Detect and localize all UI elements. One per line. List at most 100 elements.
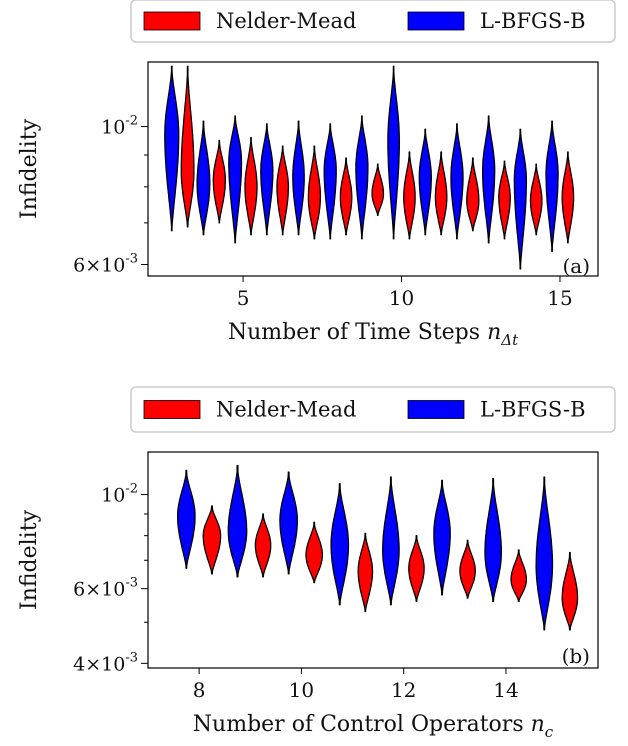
legend-label: Nelder-Mead xyxy=(216,398,356,422)
violin xyxy=(561,551,579,631)
violin xyxy=(244,136,258,236)
panel-label: (b) xyxy=(562,644,590,668)
violin xyxy=(545,120,559,252)
x-axis-label: Number of Time Steps nΔt xyxy=(228,320,519,349)
x-tick-label: 15 xyxy=(547,286,572,310)
violin xyxy=(403,151,416,240)
y-tick-label: 6×10-3 xyxy=(73,252,138,277)
violin xyxy=(307,145,322,240)
violin xyxy=(339,157,353,236)
violin xyxy=(228,115,243,244)
violin xyxy=(484,478,502,603)
violin xyxy=(276,145,290,236)
violin xyxy=(180,65,195,228)
violin xyxy=(305,521,324,584)
series-nelder-mead xyxy=(180,65,575,244)
x-axis-label-symbol: n xyxy=(487,320,501,345)
x-axis-label-symbol: n xyxy=(531,712,545,737)
x-tick-label: 10 xyxy=(289,678,314,702)
legend-swatch xyxy=(143,11,201,31)
violin xyxy=(260,123,274,236)
violin xyxy=(450,123,464,240)
x-tick-label: 8 xyxy=(193,678,206,702)
series-nelder-mead xyxy=(202,505,579,631)
y-tick-label: 10-2 xyxy=(101,482,138,507)
y-tick-exponent: -3 xyxy=(125,576,138,591)
y-tick-times: ×10 xyxy=(85,579,125,601)
x-axis-label-subscript: Δt xyxy=(500,331,519,349)
violin xyxy=(482,115,496,244)
violin xyxy=(529,163,543,236)
violin xyxy=(357,532,374,613)
y-tick-mantissa: 6 xyxy=(73,579,85,601)
violin xyxy=(279,471,298,575)
violin xyxy=(164,65,180,232)
y-tick-times: ×10 xyxy=(85,653,125,675)
violin xyxy=(459,539,476,599)
violin xyxy=(227,464,248,578)
violin xyxy=(408,535,425,603)
panel-label: (a) xyxy=(562,254,590,278)
x-axis-label-space xyxy=(524,712,531,737)
y-tick-label: 6×10-3 xyxy=(73,576,138,601)
y-axis-label: Infidelity xyxy=(17,509,42,610)
plot-frame xyxy=(147,61,599,277)
violin xyxy=(177,469,196,569)
y-tick-label: 10-2 xyxy=(101,114,138,139)
y-tick-mantissa: 4 xyxy=(73,653,85,675)
violin xyxy=(355,115,369,240)
x-tick-label: 10 xyxy=(389,286,414,310)
violin xyxy=(498,160,511,240)
violin xyxy=(202,505,222,575)
violin xyxy=(254,513,272,578)
legend-label: L-BFGS-B xyxy=(480,398,586,422)
violin xyxy=(561,151,575,244)
x-axis-label-subscript: c xyxy=(545,723,554,741)
violin xyxy=(535,476,554,631)
y-tick-exponent: -3 xyxy=(125,252,138,267)
violin xyxy=(510,549,528,603)
legend-label: Nelder-Mead xyxy=(216,9,356,33)
y-tick-exponent: -2 xyxy=(125,114,138,129)
legend-swatch xyxy=(407,400,465,419)
legend-frame xyxy=(130,0,616,43)
violin xyxy=(382,476,400,606)
panel-b: 8 10 12 144×10-36×10-310-2InfidelityNumber … xyxy=(17,386,616,741)
violin xyxy=(212,139,226,224)
x-axis-label-space xyxy=(480,320,487,345)
series-l-bfgs-b xyxy=(177,464,554,631)
y-tick-times: ×10 xyxy=(85,255,125,277)
legend-swatch xyxy=(143,400,201,419)
x-tick-label: 5 xyxy=(237,286,250,310)
legend: Nelder-Mead L-BFGS-B xyxy=(130,386,616,433)
x-tick-label: 12 xyxy=(391,678,416,702)
y-tick-mantissa: 10 xyxy=(101,485,125,507)
violin xyxy=(371,163,385,216)
y-tick-exponent: -3 xyxy=(125,650,138,665)
legend-swatch xyxy=(407,11,465,31)
violin xyxy=(196,120,211,236)
x-axis-label: Number of Control Operators nc xyxy=(193,712,554,741)
violin xyxy=(418,128,432,236)
y-tick-exponent: -2 xyxy=(125,482,138,497)
y-tick-mantissa: 10 xyxy=(101,117,125,139)
legend-frame xyxy=(130,386,616,433)
y-axis-label: Infidelity xyxy=(17,118,42,219)
violin xyxy=(292,120,305,236)
x-tick-label: 14 xyxy=(493,678,518,702)
violin xyxy=(323,123,337,240)
x-axis-label-text: Number of Time Steps xyxy=(228,320,480,345)
violin xyxy=(387,65,400,240)
violin xyxy=(466,157,480,232)
violin xyxy=(434,151,448,236)
y-tick-mantissa: 6 xyxy=(73,255,85,277)
legend-label: L-BFGS-B xyxy=(480,9,586,33)
x-axis-label-text: Number of Control Operators xyxy=(193,712,524,737)
violin xyxy=(513,128,528,270)
legend: Nelder-Mead L-BFGS-B xyxy=(130,0,616,43)
y-tick-label: 4×10-3 xyxy=(73,650,138,675)
series-l-bfgs-b xyxy=(164,65,559,270)
violin xyxy=(433,479,451,596)
